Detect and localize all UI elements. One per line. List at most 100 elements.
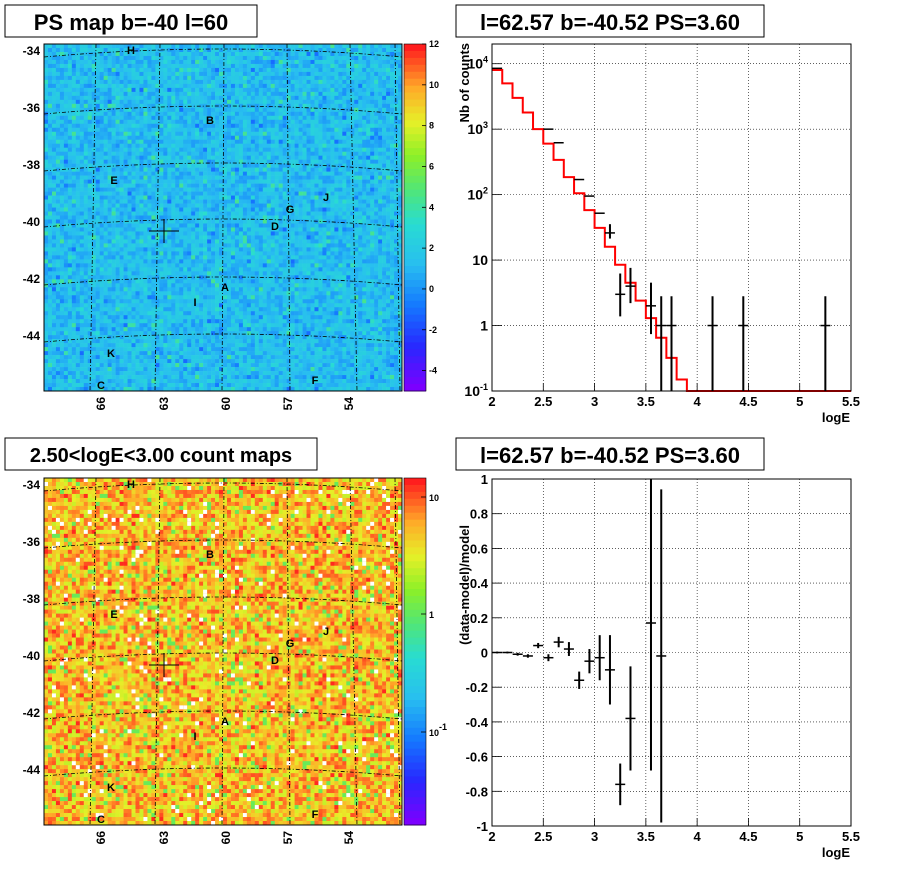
heatmap-cell <box>51 115 57 121</box>
heatmap-cell <box>314 183 319 188</box>
heatmap-cell <box>286 111 291 117</box>
heatmap-cell <box>103 211 108 216</box>
heatmap-cell <box>354 55 359 61</box>
heatmap-cell <box>378 44 383 49</box>
heatmap-cell <box>230 131 236 137</box>
heatmap-cell <box>378 55 383 61</box>
heatmap-cell <box>119 175 124 180</box>
heatmap-cell <box>338 131 343 137</box>
heatmap-cell <box>238 215 244 220</box>
heatmap-cell <box>47 75 53 81</box>
heatmap-cell <box>175 227 180 232</box>
heatmap-cell <box>47 179 53 184</box>
heatmap-cell <box>199 155 204 160</box>
heatmap-cell <box>55 87 61 93</box>
heatmap-cell <box>91 251 97 256</box>
heatmap-cell <box>370 175 375 180</box>
heatmap-cell <box>234 75 240 81</box>
heatmap-cell <box>298 255 303 260</box>
heatmap-cell <box>179 91 184 97</box>
heatmap-cell <box>294 155 299 160</box>
heatmap-cell <box>310 119 315 125</box>
heatmap-cell <box>326 107 331 113</box>
heatmap-cell <box>151 79 156 85</box>
heatmap-cell <box>258 87 264 93</box>
heatmap-cell <box>350 103 355 109</box>
heatmap-cell <box>306 247 311 252</box>
heatmap-cell <box>167 159 172 164</box>
heatmap-cell <box>378 207 383 212</box>
heatmap-cell <box>115 51 120 57</box>
heatmap-cell <box>171 55 176 61</box>
heatmap-cell <box>215 155 220 160</box>
heatmap-cell <box>59 159 65 164</box>
heatmap-cell <box>346 63 351 69</box>
heatmap-cell <box>354 223 359 228</box>
heatmap-cell <box>115 79 120 85</box>
heatmap-cell <box>234 123 240 129</box>
heatmap-cell <box>290 219 295 224</box>
heatmap-cell <box>135 259 140 264</box>
heatmap-cell <box>187 91 192 97</box>
heatmap-cell <box>354 75 359 81</box>
heatmap-cell <box>342 159 347 164</box>
heatmap-cell <box>151 95 156 101</box>
heatmap-cell <box>187 75 192 81</box>
heatmap-cell <box>155 163 160 168</box>
heatmap-cell <box>254 167 260 172</box>
heatmap-cell <box>103 79 108 85</box>
heatmap-cell <box>290 239 295 244</box>
heatmap-cell <box>99 143 104 148</box>
heatmap-cell <box>123 115 128 121</box>
heatmap-cell <box>354 111 359 117</box>
heatmap-cell <box>362 223 367 228</box>
heatmap-cell <box>203 263 208 268</box>
heatmap-cell <box>306 207 311 212</box>
heatmap-cell <box>270 231 276 236</box>
heatmap-cell <box>55 227 61 232</box>
heatmap-cell <box>123 199 128 204</box>
heatmap-cell <box>250 83 256 89</box>
heatmap-cell <box>155 131 160 137</box>
heatmap-cell <box>95 51 100 57</box>
heatmap-cell <box>390 127 395 133</box>
heatmap-cell <box>326 207 331 212</box>
heatmap-cell <box>314 227 319 232</box>
heatmap-cell <box>366 127 371 133</box>
heatmap-cell <box>270 47 276 53</box>
heatmap-cell <box>290 167 295 172</box>
heatmap-cell <box>83 243 89 248</box>
heatmap-cell <box>87 171 93 176</box>
heatmap-cell <box>195 47 200 53</box>
heatmap-cell <box>139 71 144 77</box>
heatmap-cell <box>139 75 144 81</box>
heatmap-cell <box>290 71 295 77</box>
heatmap-cell <box>330 135 335 141</box>
heatmap-cell <box>111 127 116 133</box>
heatmap-cell <box>362 79 367 85</box>
heatmap-cell <box>330 107 335 113</box>
heatmap-cell <box>366 147 371 152</box>
heatmap-cell <box>195 91 200 97</box>
heatmap-cell <box>282 63 287 69</box>
heatmap-cell <box>44 87 49 93</box>
heatmap-cell <box>234 44 240 49</box>
heatmap-cell <box>370 191 375 196</box>
heatmap-cell <box>346 155 351 160</box>
heatmap-cell <box>135 59 140 65</box>
heatmap-cell <box>63 239 69 244</box>
heatmap-cell <box>51 171 57 176</box>
heatmap-cell <box>362 151 367 156</box>
heatmap-cell <box>370 231 375 236</box>
heatmap-cell <box>294 139 299 145</box>
heatmap-cell <box>171 51 176 57</box>
heatmap-cell <box>362 107 367 113</box>
heatmap-cell <box>151 143 156 148</box>
heatmap-cell <box>258 167 264 172</box>
heatmap-cell <box>175 199 180 204</box>
heatmap-cell <box>310 235 315 240</box>
heatmap-cell <box>322 127 327 133</box>
heatmap-cell <box>123 79 128 85</box>
heatmap-cell <box>382 71 387 77</box>
heatmap-cell <box>63 255 69 260</box>
